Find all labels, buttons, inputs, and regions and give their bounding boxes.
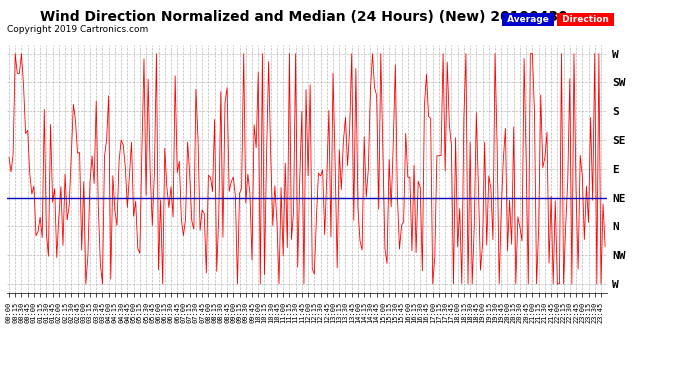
Text: Wind Direction Normalized and Median (24 Hours) (New) 20190430: Wind Direction Normalized and Median (24… xyxy=(40,10,567,24)
Text: Average: Average xyxy=(504,15,552,24)
Text: Direction: Direction xyxy=(559,15,612,24)
Text: Copyright 2019 Cartronics.com: Copyright 2019 Cartronics.com xyxy=(7,25,148,34)
